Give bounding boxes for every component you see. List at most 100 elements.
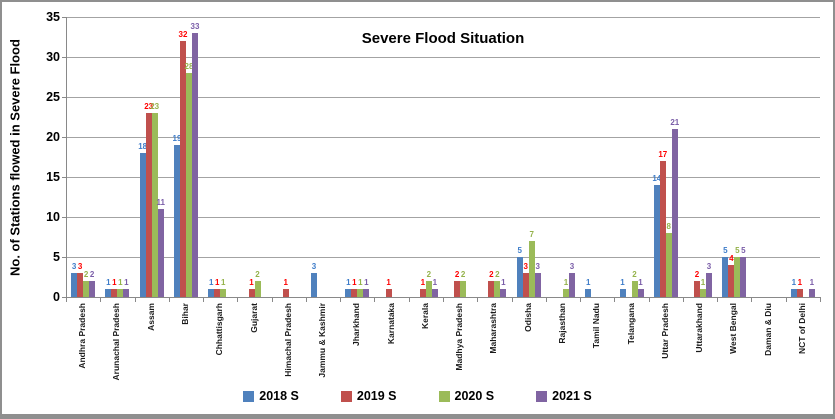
bar xyxy=(431,289,438,297)
bar xyxy=(385,289,392,297)
bar-label: 1 xyxy=(638,278,643,287)
legend: 2018 S 2019 S 2020 S 2021 S xyxy=(2,389,833,403)
bar xyxy=(728,265,735,297)
x-tick xyxy=(100,298,102,302)
bar-label: 1 xyxy=(809,278,815,287)
y-tick-label: 35 xyxy=(46,10,60,24)
x-axis-label: Tamil Nadu xyxy=(591,303,602,349)
bar-label: 5 xyxy=(741,246,746,255)
bar-label: 1 xyxy=(352,278,357,287)
bar-label: 2 xyxy=(454,270,460,279)
y-tick-label: 0 xyxy=(53,290,60,304)
x-tick xyxy=(237,298,239,302)
bar xyxy=(351,289,358,297)
x-tick xyxy=(682,298,684,302)
y-tick-label: 30 xyxy=(46,50,60,64)
legend-label: 2018 S xyxy=(259,389,299,403)
x-axis-label: Assam xyxy=(145,303,156,331)
bar xyxy=(83,281,90,297)
bar xyxy=(157,209,164,297)
x-axis-label: Daman & Diu xyxy=(762,303,773,356)
bar xyxy=(808,289,815,297)
bar-label: 32 xyxy=(178,30,188,39)
bar xyxy=(173,145,180,297)
bar-label: 3 xyxy=(77,262,83,271)
bar xyxy=(345,289,352,297)
gridline xyxy=(66,257,820,258)
x-tick xyxy=(717,298,719,302)
x-tick xyxy=(648,298,650,302)
bar-label: 17 xyxy=(658,150,668,159)
bar-label: 1 xyxy=(106,278,111,287)
gridline xyxy=(66,97,820,98)
legend-item: 2021 S xyxy=(536,389,592,403)
bar xyxy=(500,289,507,297)
bar xyxy=(740,257,747,297)
x-axis-label: Madhya Pradesh xyxy=(454,303,465,371)
bar-label: 1 xyxy=(501,278,506,287)
bar xyxy=(248,289,255,297)
y-tick xyxy=(62,257,66,258)
bar-label: 1 xyxy=(249,278,254,287)
bar xyxy=(796,289,803,297)
x-axis-label: Bihar xyxy=(179,303,190,325)
x-tick xyxy=(134,298,136,302)
bar-label: 1 xyxy=(220,278,226,287)
y-tick-label: 20 xyxy=(46,130,60,144)
bar xyxy=(700,289,707,297)
bar-label: 1 xyxy=(420,278,426,287)
bar-label: 2 xyxy=(426,270,432,279)
bar-label: 3 xyxy=(311,262,317,271)
x-axis-label: West Bengal xyxy=(728,303,739,354)
bar xyxy=(671,129,678,297)
x-tick xyxy=(477,298,479,302)
x-axis-label: Gujarat xyxy=(248,303,259,333)
bar-label: 2 xyxy=(460,270,466,279)
x-tick xyxy=(785,298,787,302)
bar-label: 1 xyxy=(797,278,803,287)
x-axis-label: Arunachal Pradesh xyxy=(111,303,122,381)
bar-label: 3 xyxy=(71,262,77,271)
bar xyxy=(653,185,660,297)
y-axis-line xyxy=(66,17,67,298)
y-tick xyxy=(62,177,66,178)
x-tick xyxy=(751,298,753,302)
bar-label: 1 xyxy=(620,278,625,287)
x-tick xyxy=(66,298,67,302)
bar-label: 1 xyxy=(118,278,123,287)
bar-label: 5 xyxy=(517,246,522,255)
bar xyxy=(631,281,638,297)
y-tick-label: 5 xyxy=(53,250,60,264)
y-tick xyxy=(62,97,66,98)
bar-label: 1 xyxy=(432,278,438,287)
y-tick-label: 15 xyxy=(46,170,60,184)
bar-label: 2 xyxy=(694,270,700,279)
bar xyxy=(363,289,370,297)
gridline xyxy=(66,57,820,58)
bar xyxy=(208,289,215,297)
y-tick xyxy=(62,217,66,218)
bar xyxy=(139,153,146,297)
y-tick xyxy=(62,137,66,138)
bar xyxy=(637,289,644,297)
gridline xyxy=(66,217,820,218)
bar-label: 2 xyxy=(495,270,500,279)
x-tick xyxy=(511,298,513,302)
x-axis-label: Odisha xyxy=(522,303,533,332)
legend-item: 2019 S xyxy=(340,389,397,403)
bar xyxy=(419,289,426,297)
bar xyxy=(77,273,84,297)
legend-swatch xyxy=(243,390,255,402)
bar-label: 1 xyxy=(791,278,797,287)
bar-label: 28 xyxy=(184,62,194,71)
chart-title: Severe Flood Situation xyxy=(361,30,525,47)
bar-label: 18 xyxy=(138,142,148,151)
legend-label: 2021 S xyxy=(552,389,592,403)
bar-label: 1 xyxy=(214,278,220,287)
bar-label: 33 xyxy=(190,22,200,31)
gridline xyxy=(66,137,820,138)
bar-label: 1 xyxy=(364,278,369,287)
bar xyxy=(722,257,729,297)
bar xyxy=(522,273,529,297)
